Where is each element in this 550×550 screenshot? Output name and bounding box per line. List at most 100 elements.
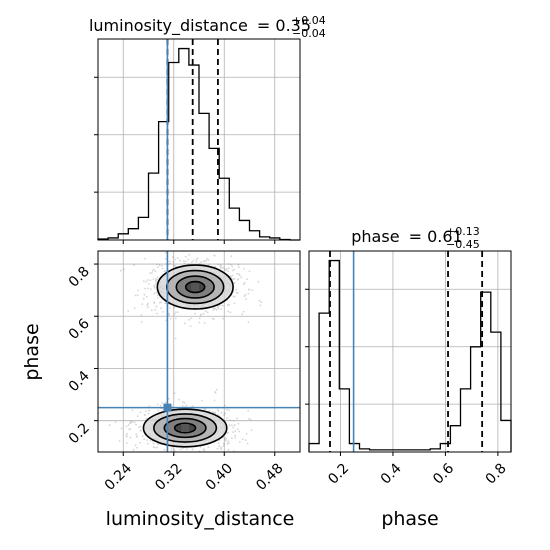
sample-point bbox=[236, 273, 238, 275]
sample-point bbox=[155, 305, 158, 308]
sample-point bbox=[216, 408, 219, 411]
sample-point bbox=[173, 313, 176, 315]
sample-point bbox=[164, 302, 167, 305]
sample-point bbox=[230, 424, 233, 427]
sample-point bbox=[171, 256, 174, 259]
sample-point bbox=[149, 272, 152, 275]
sample-point bbox=[147, 287, 150, 290]
x-tick-label-phase-1: 0.4 bbox=[378, 460, 405, 487]
sample-point bbox=[239, 441, 241, 443]
sample-point bbox=[170, 449, 173, 452]
sample-point bbox=[181, 447, 184, 450]
sample-point bbox=[133, 307, 136, 309]
sample-point bbox=[179, 448, 182, 451]
sample-point bbox=[140, 429, 143, 432]
sample-point bbox=[204, 408, 207, 411]
sample-point bbox=[123, 268, 125, 271]
sample-point bbox=[155, 291, 158, 294]
sample-point bbox=[198, 321, 201, 324]
sample-point bbox=[156, 278, 158, 281]
sample-point bbox=[161, 408, 163, 410]
sample-point bbox=[200, 313, 203, 316]
sample-point bbox=[182, 260, 185, 262]
sample-point bbox=[187, 258, 190, 261]
sample-point bbox=[173, 449, 176, 451]
sample-point bbox=[213, 411, 216, 414]
sample-point bbox=[203, 408, 206, 410]
sample-point bbox=[153, 284, 156, 287]
sample-point bbox=[156, 312, 159, 315]
sample-point bbox=[187, 263, 190, 265]
sample-point bbox=[218, 445, 221, 448]
sample-point bbox=[156, 263, 159, 266]
sample-point bbox=[237, 273, 240, 275]
sample-point bbox=[203, 449, 205, 451]
sample-point bbox=[126, 442, 128, 444]
sample-point bbox=[234, 430, 237, 433]
sample-point bbox=[156, 403, 159, 406]
sample-point bbox=[127, 424, 130, 426]
sample-point bbox=[129, 422, 132, 425]
sample-point bbox=[227, 304, 229, 307]
sample-point bbox=[223, 443, 226, 445]
sample-point bbox=[208, 410, 211, 412]
sample-point bbox=[174, 337, 177, 340]
title-luminosity-distance-label: luminosity_distance bbox=[89, 16, 248, 36]
sample-point bbox=[151, 270, 154, 272]
title-phase-label: phase bbox=[351, 227, 399, 246]
sample-point bbox=[139, 429, 142, 432]
sample-point bbox=[230, 276, 233, 279]
sample-point bbox=[225, 408, 228, 411]
sample-point bbox=[184, 260, 187, 263]
title-luminosity-distance-minus: −0.04 bbox=[292, 27, 326, 40]
sample-point bbox=[233, 268, 236, 271]
sample-point bbox=[224, 412, 227, 415]
sample-point bbox=[238, 430, 241, 433]
sample-point bbox=[260, 301, 263, 304]
sample-point bbox=[153, 301, 156, 303]
sample-point bbox=[143, 438, 146, 441]
sample-point bbox=[257, 280, 260, 283]
sample-point bbox=[216, 306, 219, 308]
sample-point bbox=[200, 261, 202, 264]
sample-point bbox=[185, 404, 188, 407]
sample-point bbox=[225, 438, 227, 440]
sample-point bbox=[168, 397, 170, 400]
sample-point bbox=[156, 446, 159, 449]
sample-point bbox=[156, 294, 159, 297]
sample-point bbox=[183, 322, 186, 325]
sample-point bbox=[235, 292, 238, 294]
sample-point bbox=[143, 413, 146, 416]
sample-point bbox=[217, 413, 220, 416]
sample-point bbox=[126, 435, 128, 438]
sample-point bbox=[248, 270, 251, 273]
sample-point bbox=[129, 422, 132, 425]
sample-point bbox=[157, 443, 160, 446]
sample-point bbox=[140, 321, 143, 323]
sample-point bbox=[152, 446, 155, 449]
x-tick-label-luminosity-distance-0: 0.24 bbox=[102, 460, 135, 493]
y-tick-label-phase-3: 0.8 bbox=[66, 264, 93, 291]
sample-point bbox=[173, 392, 176, 394]
sample-point bbox=[190, 317, 192, 320]
sample-point bbox=[224, 438, 226, 441]
sample-point bbox=[164, 258, 167, 260]
title-phase-minus: −0.45 bbox=[446, 238, 480, 251]
sample-point bbox=[173, 307, 176, 309]
title-luminosity-distance-median: 0.35 bbox=[275, 16, 311, 35]
sample-point bbox=[161, 267, 164, 270]
sample-point bbox=[159, 404, 162, 407]
sample-point bbox=[176, 311, 179, 314]
sample-point bbox=[134, 444, 137, 447]
sample-point bbox=[136, 435, 139, 438]
contour-line-mode1-level3 bbox=[173, 422, 197, 434]
sample-point bbox=[228, 303, 231, 306]
sample-point bbox=[232, 295, 235, 298]
sample-point bbox=[220, 446, 223, 449]
sample-point bbox=[145, 410, 147, 413]
sample-point bbox=[139, 441, 142, 444]
sample-point bbox=[243, 283, 245, 286]
sample-point bbox=[223, 413, 226, 415]
sample-point bbox=[233, 281, 236, 284]
sample-point bbox=[246, 278, 249, 281]
